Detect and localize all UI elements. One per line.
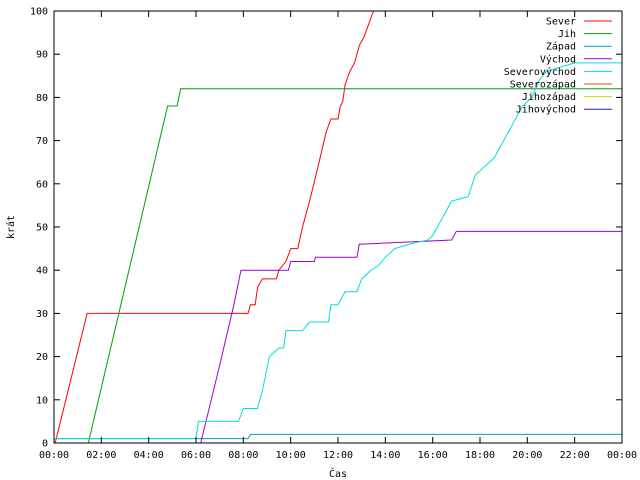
series-line-0 [54,10,374,444]
legend-label: Severovýchod [504,66,576,78]
x-tick-label: 12:00 [323,450,353,461]
y-tick-label: 100 [30,7,48,18]
y-tick-label: 0 [42,439,48,450]
y-tick-label: 80 [36,93,48,104]
x-tick-label: 14:00 [370,450,400,461]
legend-label: Jihozápad [522,91,576,103]
x-tick-label: 20:00 [512,450,542,461]
series-line-1 [87,88,622,444]
y-tick-label: 40 [36,266,48,277]
x-axis-label: Čas [329,467,347,480]
legend-label: Východ [540,53,576,65]
axes: 0 10 20 30 40 50 60 70 80 90 100 00:00 02:00 04:00 06:… [30,7,637,462]
x-tick-label: 18:00 [465,450,495,461]
y-axis-label: krát [5,215,17,239]
x-tick-label: 04:00 [134,450,164,461]
x-tick-label: 08:00 [228,450,258,461]
series-line-4 [54,62,622,440]
x-tick-label: 16:00 [418,450,448,461]
legend-label: Jih [558,29,576,40]
y-tick-label: 50 [36,223,48,234]
legend-label: Sever [546,17,576,28]
series-line-3 [200,230,622,444]
legend-label: Západ [546,41,576,53]
y-tick-label: 60 [36,179,48,190]
x-tick-label: 22:00 [560,450,590,461]
y-tick-label: 10 [36,395,48,406]
x-tick-label: 06:00 [181,450,211,461]
legend-label: Severozápad [510,79,576,91]
legend: SeverJihZápadVýchodSeverovýchodSeverozáp… [504,17,612,116]
x-tick-label: 00:00 [39,450,69,461]
y-tick-label: 90 [36,50,48,61]
y-tick-label: 70 [36,136,48,147]
legend-label: Jihovýchod [516,104,576,116]
x-tick-label: 10:00 [276,450,306,461]
x-tick-label: 02:00 [86,450,116,461]
y-tick-label: 30 [36,309,48,320]
x-tick-label: 00:00 [607,450,637,461]
series-lines [54,10,622,444]
y-tick-label: 20 [36,352,48,363]
